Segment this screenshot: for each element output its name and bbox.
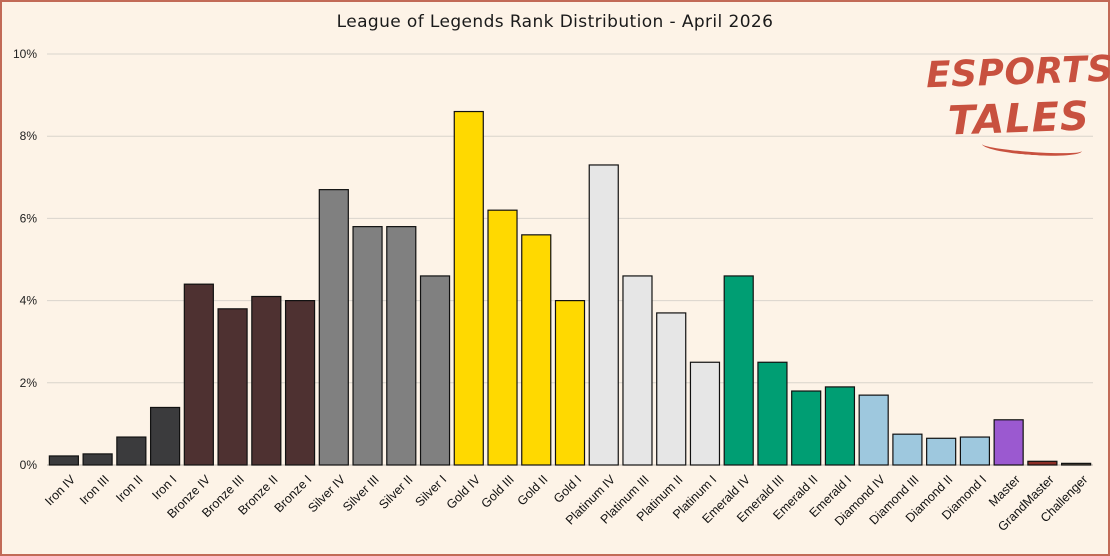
bar — [554, 300, 586, 466]
bar — [959, 436, 991, 466]
y-tick-label: 0% — [20, 458, 38, 472]
bar — [757, 361, 788, 466]
bar — [791, 390, 822, 466]
bar — [318, 189, 349, 466]
x-tick-label: Iron I — [149, 472, 179, 502]
x-tick-label: Silver IV — [305, 472, 348, 515]
bar — [82, 453, 113, 466]
bar — [352, 226, 383, 466]
bar — [892, 433, 923, 466]
bar — [689, 361, 721, 466]
x-tick-label: Iron IV — [42, 472, 78, 508]
bar — [419, 275, 451, 466]
bar — [116, 436, 147, 466]
y-axis-ticks: 0% 2% 4% 6% 8% 10% — [13, 47, 37, 472]
x-tick-label: Gold IV — [444, 472, 484, 512]
bars — [48, 110, 1092, 466]
bar — [1027, 460, 1058, 466]
bar — [48, 455, 79, 466]
bar — [1061, 462, 1092, 466]
y-tick-label: 10% — [13, 47, 37, 61]
bar — [149, 406, 181, 466]
y-tick-label: 8% — [20, 129, 38, 143]
bar — [622, 275, 653, 466]
y-tick-label: 6% — [20, 211, 38, 225]
x-tick-label: Silver III — [340, 472, 382, 514]
bar — [858, 394, 889, 466]
y-tick-label: 4% — [20, 294, 38, 308]
x-tick-label: Silver II — [376, 472, 415, 511]
bar — [926, 437, 957, 466]
bar — [453, 110, 484, 466]
x-tick-label: Gold III — [478, 472, 516, 510]
bar — [217, 308, 248, 466]
bar — [183, 283, 214, 466]
bar — [588, 164, 619, 466]
x-tick-label: Silver I — [412, 472, 449, 509]
x-tick-label: Iron III — [77, 472, 112, 507]
chart-title: League of Legends Rank Distribution - Ap… — [336, 12, 774, 32]
bar — [251, 295, 282, 466]
bar — [993, 419, 1024, 466]
x-tick-label: Iron II — [113, 472, 146, 505]
bar — [656, 312, 687, 466]
bar — [824, 386, 856, 466]
bar — [521, 234, 552, 466]
y-tick-label: 2% — [20, 376, 38, 390]
bar — [386, 226, 417, 466]
bar — [487, 209, 518, 466]
x-tick-label: Gold II — [515, 472, 551, 508]
bar — [723, 275, 754, 466]
bar — [284, 300, 316, 466]
